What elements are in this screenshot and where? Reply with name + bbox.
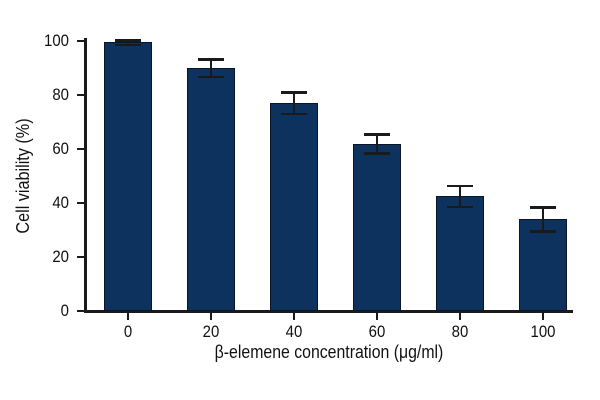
error-bar-cap-bottom: [364, 152, 390, 155]
x-tick: [542, 312, 544, 320]
y-tick: [77, 40, 84, 42]
y-tick-label: 60: [52, 139, 69, 158]
error-bar-line: [376, 134, 378, 154]
error-bar-line: [542, 207, 544, 232]
bar: [104, 42, 152, 311]
bar: [353, 143, 401, 311]
error-bar-cap-top: [364, 133, 390, 136]
y-tick-label: 0: [60, 301, 69, 320]
error-bar-cap-top: [198, 58, 224, 61]
y-axis-spine: [84, 38, 87, 313]
y-tick: [77, 256, 84, 258]
x-tick-label: 60: [368, 322, 386, 341]
error-bar-line: [293, 92, 295, 114]
error-bar-cap-bottom: [530, 230, 556, 233]
x-axis-spine: [84, 310, 573, 313]
y-tick: [77, 202, 84, 204]
x-axis-label: β-elemene concentration (μg/ml): [214, 342, 444, 362]
x-tick: [210, 312, 212, 320]
x-tick: [376, 312, 378, 320]
error-bar-cap-bottom: [447, 205, 473, 208]
error-bar-cap-bottom: [281, 112, 307, 116]
x-tick-label: 80: [451, 322, 469, 341]
error-bar-line: [459, 185, 461, 207]
x-tick-label: 100: [530, 322, 556, 341]
y-tick-label: 100: [44, 31, 69, 50]
y-tick: [77, 148, 84, 150]
y-tick: [77, 94, 84, 96]
error-bar-cap-bottom: [198, 75, 224, 79]
x-tick: [293, 312, 295, 320]
bar: [187, 68, 235, 311]
bar: [436, 196, 484, 311]
error-bar-cap-top: [530, 206, 556, 209]
error-bar-cap-top: [281, 91, 307, 94]
y-tick-label: 40: [52, 193, 69, 212]
bar: [270, 103, 318, 311]
x-tick-label: 40: [285, 322, 303, 341]
x-tick: [127, 312, 129, 320]
error-bar-line: [210, 59, 212, 77]
error-bar-cap-top: [115, 39, 141, 42]
error-bar-line: [127, 40, 129, 45]
x-tick: [459, 312, 461, 320]
error-bar-cap-bottom: [115, 43, 141, 46]
error-bar-cap-top: [447, 184, 473, 188]
y-tick-label: 20: [52, 247, 69, 266]
y-tick-label: 80: [52, 85, 69, 104]
x-tick-label: 0: [123, 322, 133, 341]
y-tick: [77, 310, 84, 312]
x-tick-label: 20: [202, 322, 220, 341]
bar: [519, 219, 567, 311]
